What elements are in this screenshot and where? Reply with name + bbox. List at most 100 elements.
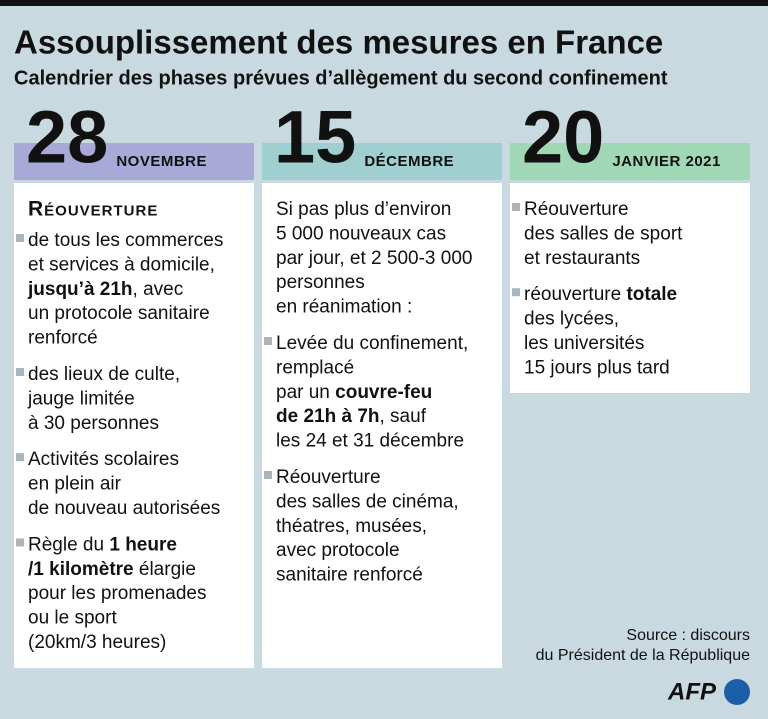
bullet <box>16 453 24 462</box>
text-run: des salles de cinéma, <box>276 491 459 512</box>
text-run: les 24 et 31 décembre <box>276 431 464 452</box>
item-line: de nouveau autorisées <box>28 498 220 519</box>
source: du Président de la République <box>536 647 750 664</box>
text-run: élargie <box>134 559 196 580</box>
item-line: de tous les commerces <box>28 230 223 251</box>
item-line: Activités scolaires <box>28 449 179 470</box>
intro-line: Si pas plus d’environ <box>276 199 451 220</box>
month: JANVIER 2021 <box>612 153 721 170</box>
item-line: les 24 et 31 décembre <box>276 431 464 452</box>
text-run: des salles de sport <box>524 223 683 244</box>
text-run: Réouverture <box>524 199 629 220</box>
source: Source : discours <box>626 627 750 644</box>
date-band <box>510 143 750 180</box>
text-run: , sauf <box>380 406 427 427</box>
text-run: pour les promenades <box>28 583 207 604</box>
heading: Réouverture <box>28 198 158 221</box>
item-line: théatres, musées, <box>276 516 427 537</box>
text-run: ou le sport <box>28 608 117 629</box>
top-bar <box>0 0 768 6</box>
bullet <box>512 288 520 297</box>
panel <box>14 183 254 668</box>
item-line: (20km/3 heures) <box>28 632 166 653</box>
month: NOVEMBRE <box>116 153 207 170</box>
text-run: Levée du confinement, <box>276 333 468 354</box>
bullet <box>264 337 272 345</box>
bold-run: totale <box>626 284 677 305</box>
bold-run: de 21h à 7h <box>276 406 380 427</box>
intro-line: 5 000 nouveaux cas <box>276 223 446 244</box>
panel <box>510 183 750 393</box>
item-line: jusqu’à 21h, avec <box>27 279 183 300</box>
text-run: un protocole sanitaire <box>28 303 210 324</box>
item-line: réouverture totale <box>524 284 677 305</box>
item-line: pour les promenades <box>28 583 207 604</box>
text-run: par un <box>276 382 335 403</box>
item-line: Réouverture <box>524 199 629 220</box>
text-run: des lieux de culte, <box>28 364 180 385</box>
bullet <box>16 368 24 376</box>
text-run: avec protocole <box>276 540 400 561</box>
item-line: et services à domicile, <box>28 254 215 275</box>
text-run: , avec <box>133 279 184 300</box>
item-line: des salles de sport <box>524 223 683 244</box>
day: 20 <box>522 96 604 179</box>
text-run: des lycées, <box>524 309 619 330</box>
bold-run: jusqu’à 21h <box>27 279 133 300</box>
text-run: sanitaire renforcé <box>276 565 423 586</box>
bold-run: couvre-feu <box>335 382 432 403</box>
intro-line: par jour, et 2 500-3 000 <box>276 248 472 269</box>
item-line: des lieux de culte, <box>28 364 180 385</box>
item-line: des lycées, <box>524 309 619 330</box>
text-run: (20km/3 heures) <box>28 632 166 653</box>
bullet <box>16 234 24 242</box>
text-run: de tous les commerces <box>28 230 223 251</box>
panel <box>262 183 502 668</box>
item-line: renforcé <box>28 328 98 349</box>
month: DÉCEMBRE <box>364 153 454 170</box>
intro-line: en réanimation : <box>276 297 412 318</box>
date-band <box>262 143 502 180</box>
item-line: 15 jours plus tard <box>524 357 670 378</box>
day: 28 <box>26 96 108 179</box>
item-line: jauge limitée <box>27 388 135 409</box>
date-band <box>14 143 254 180</box>
text-run: Règle du <box>28 534 109 555</box>
text-run: renforcé <box>28 328 98 349</box>
text-run: et services à domicile, <box>28 254 215 275</box>
text-run: les universités <box>524 333 644 354</box>
item-line: en plein air <box>28 474 122 495</box>
item-line: à 30 personnes <box>28 413 159 434</box>
bullet <box>16 538 24 547</box>
text-run: et restaurants <box>524 248 640 269</box>
text-run: Activités scolaires <box>28 449 179 470</box>
intro-line: personnes <box>276 272 365 293</box>
logo: AFP <box>667 678 717 705</box>
subtitle: Calendrier des phases prévues d’allègeme… <box>14 67 668 89</box>
item-line: /1 kilomètre élargie <box>28 559 196 580</box>
item-line: des salles de cinéma, <box>276 491 459 512</box>
day: 15 <box>274 96 356 179</box>
bullet <box>512 203 520 211</box>
item-line: Réouverture <box>276 467 381 488</box>
text-run: 15 jours plus tard <box>524 357 670 378</box>
item-line: de 21h à 7h, sauf <box>276 406 427 427</box>
item-line: Règle du 1 heure <box>28 534 177 555</box>
item-line: ou le sport <box>28 608 117 629</box>
item-line: remplacé <box>276 357 354 378</box>
text-run: Réouverture <box>276 467 381 488</box>
item-line: les universités <box>524 333 644 354</box>
text-run: remplacé <box>276 357 354 378</box>
bold-run: 1 heure <box>109 534 177 555</box>
text-run: réouverture <box>524 284 626 305</box>
title: Assouplissement des mesures en France <box>14 24 663 61</box>
item-line: sanitaire renforcé <box>276 565 423 586</box>
item-line: et restaurants <box>524 248 640 269</box>
text-run: de nouveau autorisées <box>28 498 220 519</box>
item-line: par un couvre-feu <box>276 382 432 403</box>
item-line: avec protocole <box>276 540 400 561</box>
logo-circle <box>724 679 750 705</box>
text-run: en plein air <box>28 474 122 495</box>
text-run: à 30 personnes <box>28 413 159 434</box>
